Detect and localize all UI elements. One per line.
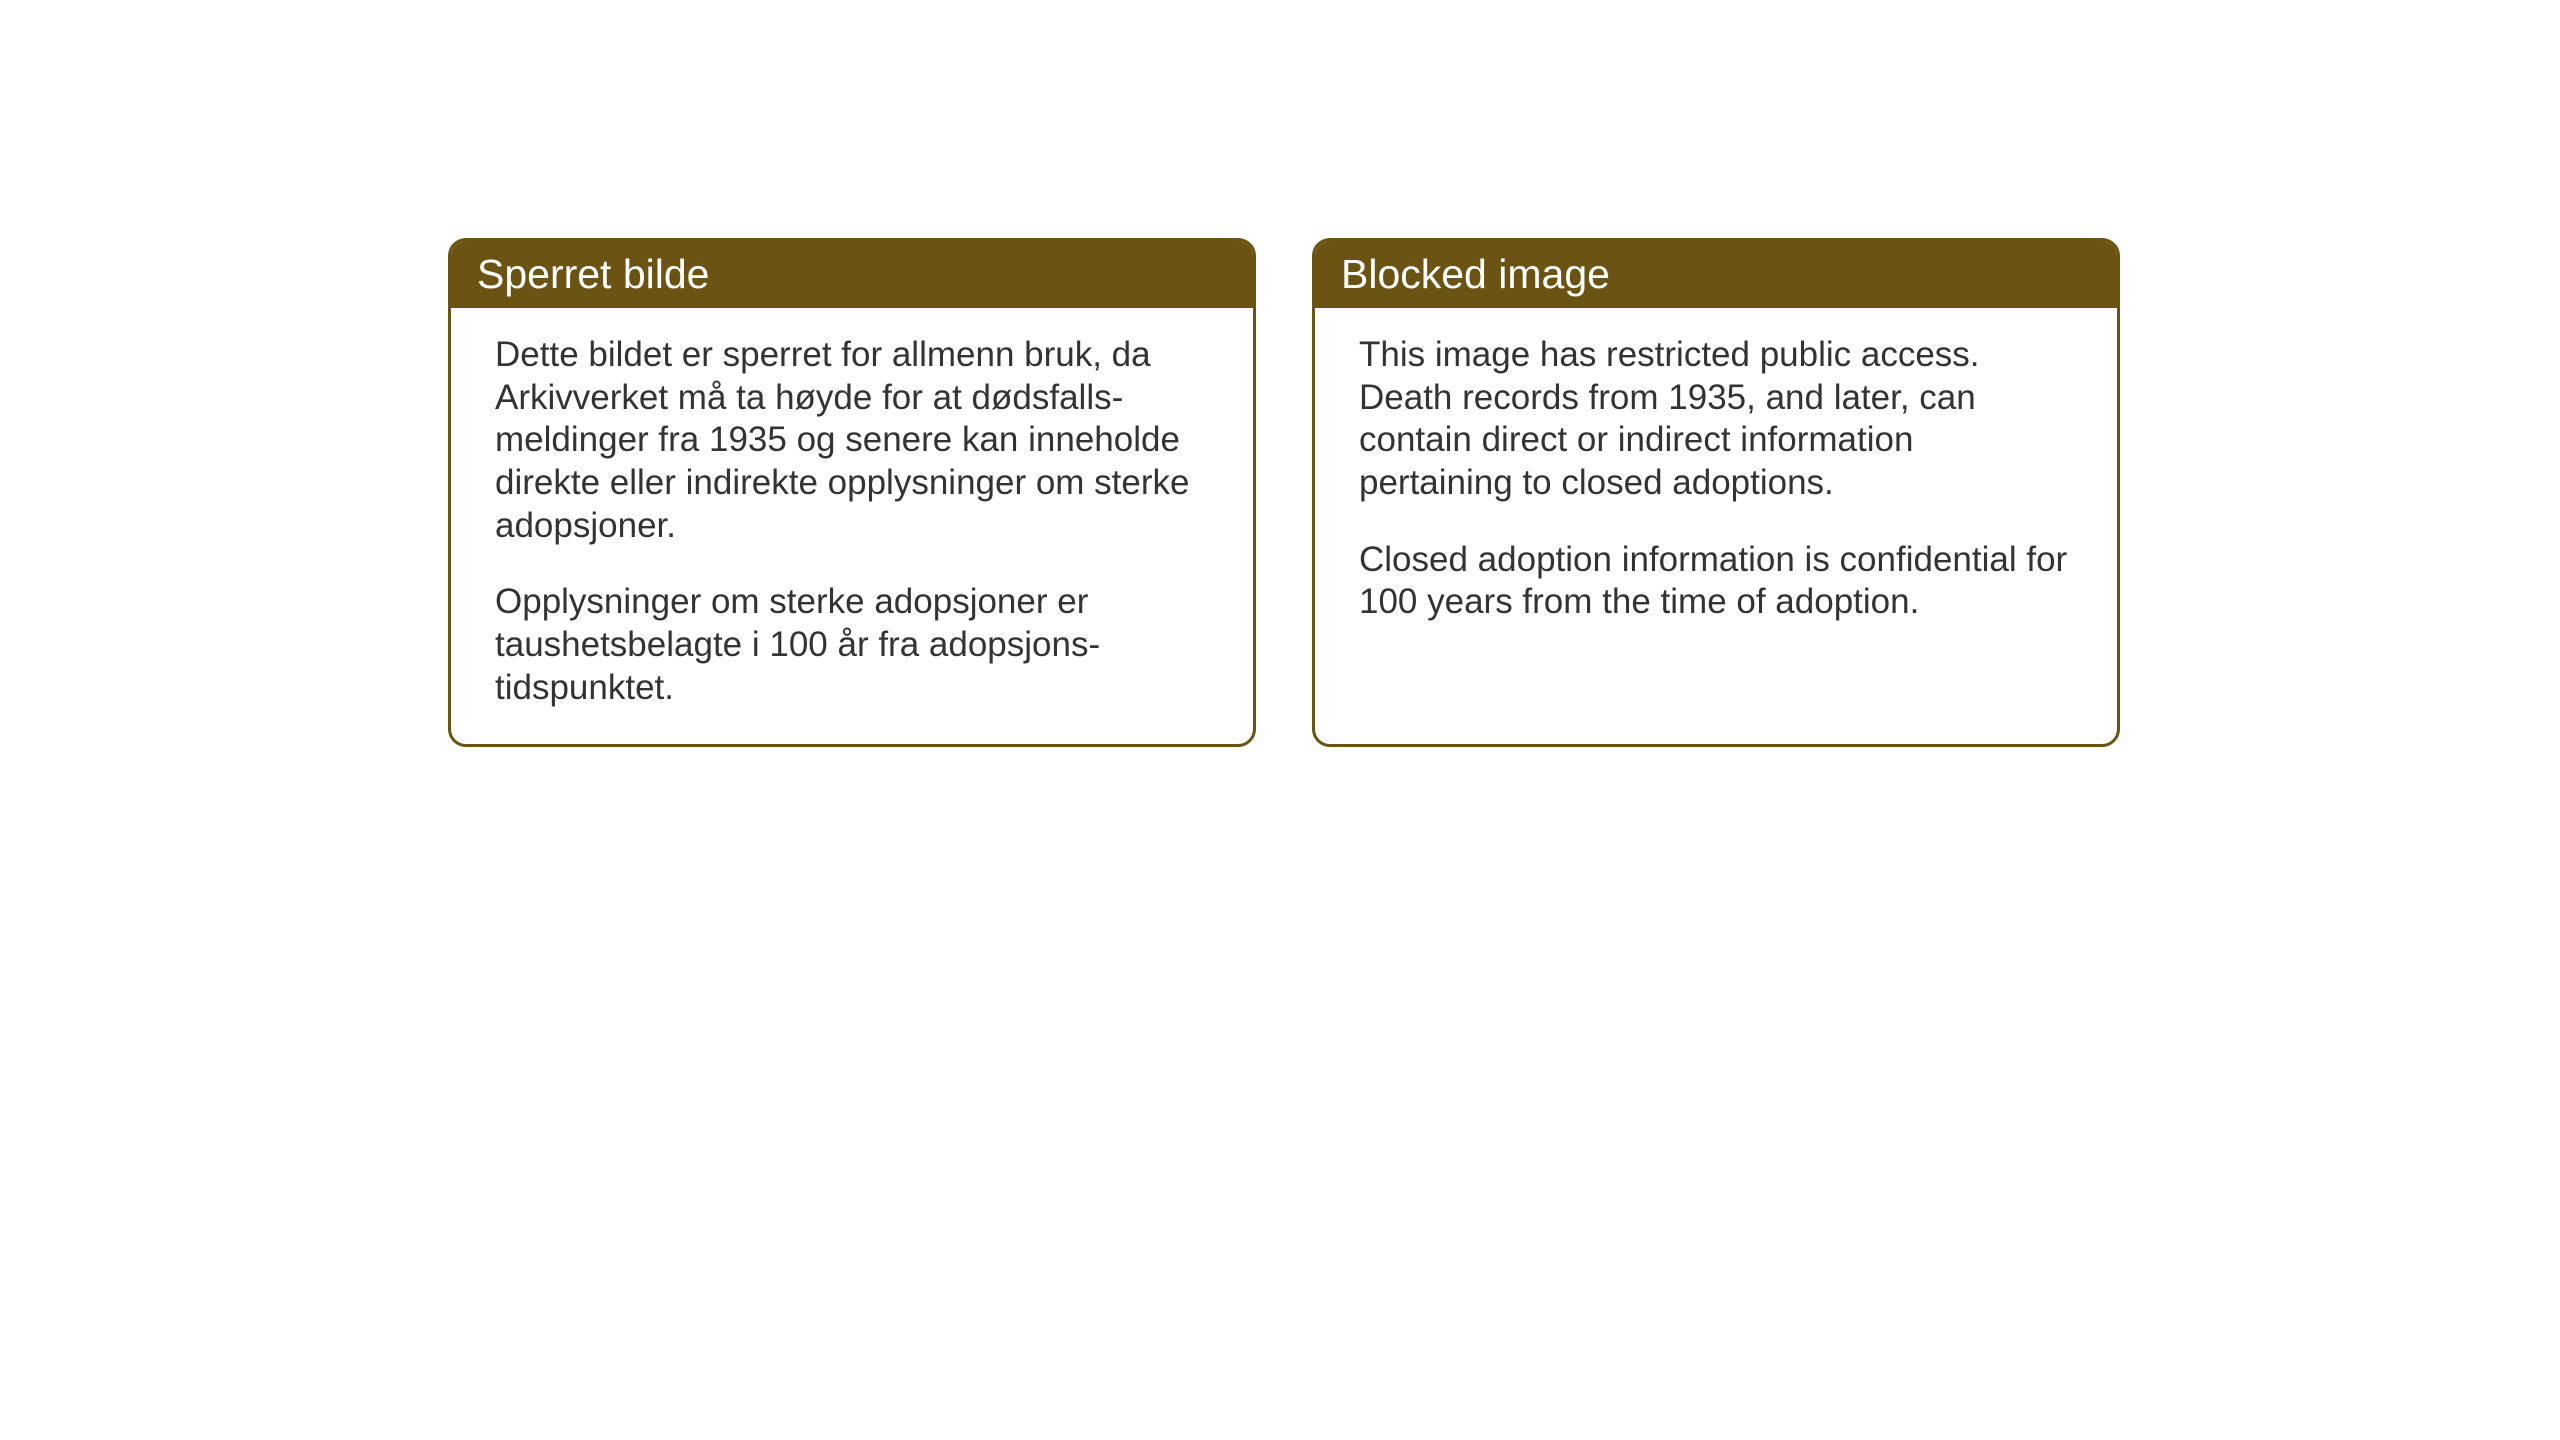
- card-header-norwegian: Sperret bilde: [451, 241, 1253, 308]
- cards-container: Sperret bilde Dette bildet er sperret fo…: [448, 238, 2120, 747]
- card-paragraph-norwegian-1: Dette bildet er sperret for allmenn bruk…: [495, 334, 1209, 547]
- card-body-norwegian: Dette bildet er sperret for allmenn bruk…: [451, 308, 1253, 744]
- card-english: Blocked image This image has restricted …: [1312, 238, 2120, 747]
- card-norwegian: Sperret bilde Dette bildet er sperret fo…: [448, 238, 1256, 747]
- card-body-english: This image has restricted public access.…: [1315, 308, 2117, 658]
- card-paragraph-english-1: This image has restricted public access.…: [1359, 334, 2073, 505]
- card-header-english: Blocked image: [1315, 241, 2117, 308]
- card-paragraph-english-2: Closed adoption information is confident…: [1359, 539, 2073, 624]
- card-title-english: Blocked image: [1341, 251, 1610, 297]
- card-title-norwegian: Sperret bilde: [477, 251, 709, 297]
- card-paragraph-norwegian-2: Opplysninger om sterke adopsjoner er tau…: [495, 581, 1209, 709]
